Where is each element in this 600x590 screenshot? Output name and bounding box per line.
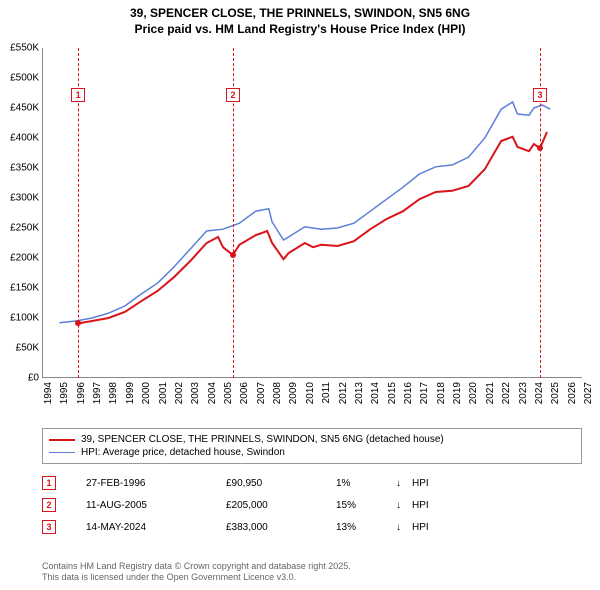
x-tick-label: 2007 (256, 382, 257, 404)
series-hpi (59, 102, 550, 323)
txn-price: £383,000 (226, 522, 336, 533)
footer-line-1: Contains HM Land Registry data © Crown c… (42, 561, 351, 573)
x-tick-label: 1996 (76, 382, 77, 404)
title-line-1: 39, SPENCER CLOSE, THE PRINNELS, SWINDON… (4, 6, 596, 22)
txn-box-3: 3 (533, 88, 547, 102)
y-tick-label: £100K (1, 313, 39, 324)
x-tick-label: 2008 (272, 382, 273, 404)
txn-point-3 (537, 145, 543, 151)
x-tick-label: 2006 (239, 382, 240, 404)
y-tick-label: £300K (1, 193, 39, 204)
x-tick-label: 2009 (288, 382, 289, 404)
x-tick-label: 2011 (321, 382, 322, 404)
y-tick-label: £200K (1, 253, 39, 264)
y-tick-label: £450K (1, 103, 39, 114)
down-arrow-icon: ↓ (396, 500, 412, 511)
transaction-table: 127-FEB-1996£90,9501%↓HPI211-AUG-2005£20… (42, 472, 582, 538)
x-tick-label: 2013 (354, 382, 355, 404)
y-tick-label: £550K (1, 43, 39, 54)
txn-price: £90,950 (226, 478, 336, 489)
x-tick-label: 2017 (419, 382, 420, 404)
y-tick-label: £150K (1, 283, 39, 294)
footer-attribution: Contains HM Land Registry data © Crown c… (42, 561, 351, 584)
y-tick-label: £250K (1, 223, 39, 234)
x-tick-label: 1999 (125, 382, 126, 404)
txn-row-2: 2 11-AUG-2005£205,00015%↓HPI (42, 494, 582, 516)
x-tick-label: 1997 (92, 382, 93, 404)
x-tick-label: 2022 (501, 382, 502, 404)
chart-title: 39, SPENCER CLOSE, THE PRINNELS, SWINDON… (0, 0, 600, 41)
txn-price: £205,000 (226, 500, 336, 511)
down-arrow-icon: ↓ (396, 522, 412, 533)
x-tick-label: 2019 (452, 382, 453, 404)
x-tick-label: 2023 (518, 382, 519, 404)
x-tick-label: 2021 (485, 382, 486, 404)
txn-pct: 1% (336, 478, 396, 489)
txn-vs: HPI (412, 478, 452, 489)
x-tick-label: 2024 (534, 382, 535, 404)
legend-swatch (49, 439, 75, 441)
legend-label: 39, SPENCER CLOSE, THE PRINNELS, SWINDON… (81, 434, 444, 445)
legend-item-hpi: HPI: Average price, detached house, Swin… (49, 446, 575, 459)
txn-box-2: 2 (226, 88, 240, 102)
x-tick-label: 2010 (305, 382, 306, 404)
txn-pct: 13% (336, 522, 396, 533)
title-line-2: Price paid vs. HM Land Registry's House … (4, 22, 596, 38)
legend: 39, SPENCER CLOSE, THE PRINNELS, SWINDON… (42, 428, 582, 464)
x-tick-label: 2020 (468, 382, 469, 404)
down-arrow-icon: ↓ (396, 478, 412, 489)
y-tick-label: £50K (1, 343, 39, 354)
x-tick-label: 2004 (207, 382, 208, 404)
txn-point-2 (230, 252, 236, 258)
x-tick-label: 2001 (158, 382, 159, 404)
legend-label: HPI: Average price, detached house, Swin… (81, 447, 285, 458)
txn-row-1: 1 27-FEB-1996£90,9501%↓HPI (42, 472, 582, 494)
txn-point-1 (75, 320, 81, 326)
x-tick-label: 2002 (174, 382, 175, 404)
x-tick-label: 2026 (567, 382, 568, 404)
chart-lines (43, 48, 583, 378)
y-tick-label: £500K (1, 73, 39, 84)
x-tick-label: 2027 (583, 382, 584, 404)
y-tick-label: £0 (1, 373, 39, 384)
txn-badge: 2 (42, 498, 56, 512)
x-tick-label: 2003 (190, 382, 191, 404)
legend-swatch (49, 452, 75, 453)
x-tick-label: 2015 (387, 382, 388, 404)
chart: £0£50K£100K£150K£200K£250K£300K£350K£400… (42, 48, 582, 418)
x-tick-label: 2012 (338, 382, 339, 404)
x-tick-label: 2018 (436, 382, 437, 404)
y-tick-label: £350K (1, 163, 39, 174)
txn-badge: 3 (42, 520, 56, 534)
x-tick-label: 2005 (223, 382, 224, 404)
txn-vs: HPI (412, 500, 452, 511)
txn-badge: 1 (42, 476, 56, 490)
txn-box-1: 1 (71, 88, 85, 102)
txn-row-3: 3 14-MAY-2024£383,00013%↓HPI (42, 516, 582, 538)
x-tick-label: 2025 (550, 382, 551, 404)
x-tick-label: 2014 (370, 382, 371, 404)
plot-area: £0£50K£100K£150K£200K£250K£300K£350K£400… (42, 48, 582, 378)
txn-date: 14-MAY-2024 (86, 522, 226, 533)
footer-line-2: This data is licensed under the Open Gov… (42, 572, 351, 584)
txn-date: 27-FEB-1996 (86, 478, 226, 489)
x-tick-label: 2016 (403, 382, 404, 404)
x-tick-label: 1995 (59, 382, 60, 404)
x-tick-label: 1994 (43, 382, 44, 404)
x-tick-label: 1998 (108, 382, 109, 404)
txn-date: 11-AUG-2005 (86, 500, 226, 511)
legend-item-property: 39, SPENCER CLOSE, THE PRINNELS, SWINDON… (49, 433, 575, 446)
txn-pct: 15% (336, 500, 396, 511)
y-tick-label: £400K (1, 133, 39, 144)
x-tick-label: 2000 (141, 382, 142, 404)
txn-vs: HPI (412, 522, 452, 533)
